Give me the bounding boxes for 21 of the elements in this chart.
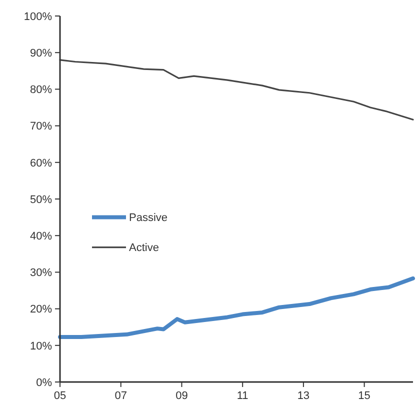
y-tick-label: 80% <box>30 84 52 96</box>
x-tick-label: 05 <box>54 390 66 402</box>
x-tick-label: 07 <box>114 390 127 402</box>
y-tick-label: 60% <box>30 157 52 170</box>
y-tick-label: 10% <box>30 340 52 352</box>
x-tick-label: 13 <box>297 390 310 402</box>
x-tick-label: 15 <box>358 390 370 402</box>
y-tick-label: 30% <box>30 267 52 280</box>
y-tick-label: 90% <box>30 47 52 60</box>
y-tick-label: 70% <box>30 120 52 133</box>
y-tick-label: 40% <box>30 230 52 242</box>
x-tick-label: 09 <box>176 390 188 402</box>
y-tick-label: 100% <box>24 10 52 23</box>
line-series <box>58 276 415 339</box>
line-series <box>59 59 414 120</box>
y-tick-label: 0% <box>36 376 52 389</box>
x-tick-label: 11 <box>236 390 248 402</box>
y-tick-label: 20% <box>30 304 52 316</box>
legend-label: Passive <box>129 212 168 224</box>
legend-label: Active <box>129 242 159 254</box>
y-tick-label: 50% <box>30 194 52 206</box>
